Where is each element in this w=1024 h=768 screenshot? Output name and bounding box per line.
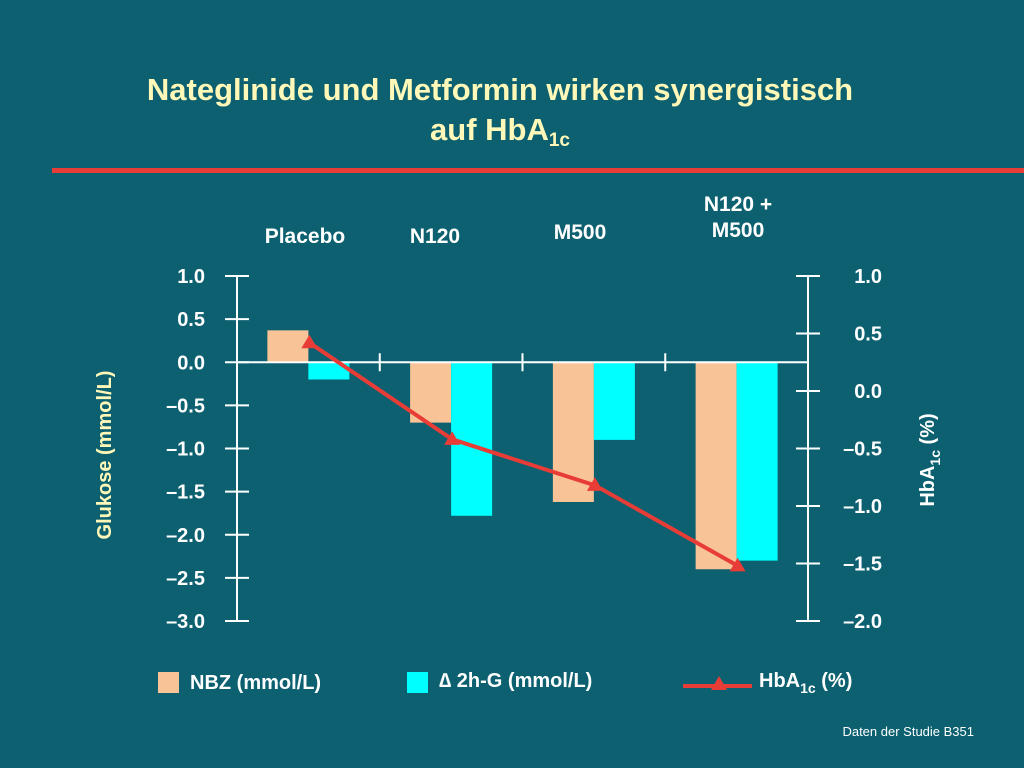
title-line-1: Nateglinide und Metformin wirken synergi… — [146, 72, 854, 107]
bar-nbz-4 — [695, 362, 737, 570]
labels-layer: 1.0 0.5 0.0 –0.5 –1.0 –1.5 –2.0 –2.5 –3.0 1.0 0.5 0… — [94, 193, 943, 633]
bar-nbz-2 — [410, 362, 452, 423]
bar-g2h-1 — [308, 362, 350, 380]
hba1c-line — [308, 341, 739, 568]
legend-label-g2h: ∆ 2h-G (mmol/L) — [439, 670, 592, 692]
category-label-line-2-1: N120 — [410, 225, 460, 248]
legend-label-hba1c: HbA1c (%) — [759, 670, 852, 696]
y-left-axis-title: Glukose (mmol/L) — [94, 371, 116, 540]
legend-label-hba1c-suffix: (%) — [816, 670, 853, 692]
bar-g2h-2 — [451, 362, 493, 516]
y-left-tick-label-5: –1.5 — [166, 482, 205, 504]
y-right-tick-label-5: –1.5 — [843, 554, 882, 576]
y-right-tick-label-0: 1.0 — [854, 266, 882, 288]
title-divider — [52, 168, 1024, 173]
y-left-tick-label-1: 0.5 — [177, 309, 205, 331]
y-right-tick-label-2: 0.0 — [854, 381, 882, 403]
hba1c-marker-3 — [586, 477, 603, 491]
hba1c-marker-4 — [729, 557, 746, 572]
bar-g2h-4 — [736, 362, 778, 561]
y-right-axis-title: HbA1c (%) — [917, 413, 943, 506]
legend-label-hba1c-main: HbA — [759, 670, 800, 692]
y-left-tick-label-4: –1.0 — [166, 439, 205, 461]
legend-swatch-g2h — [407, 672, 428, 693]
bar-g2h-3 — [593, 362, 635, 440]
y-right-tick-label-4: –1.0 — [843, 496, 882, 518]
chart-title: Nateglinide und Metformin wirken synergi… — [0, 70, 1000, 150]
hba1c-marker-2 — [444, 431, 461, 445]
axes-layer — [225, 275, 820, 622]
y-right-title-sub: 1c — [927, 450, 943, 466]
category-label-line-4-1: N120 + — [704, 193, 772, 216]
y-left-tick-label-6: –2.0 — [166, 525, 205, 547]
bars-layer — [267, 330, 778, 570]
y-right-title-suffix: (%) — [917, 413, 939, 450]
category-label-1: Placebo — [265, 225, 346, 248]
title-line-2: auf HbA1c — [0, 110, 1000, 150]
y-right-tick-label-6: –2.0 — [843, 611, 882, 633]
legend-label-nbz: NBZ (mmol/L) — [190, 672, 321, 694]
category-label-line-3-1: M500 — [554, 221, 607, 244]
category-label-3: M500 — [554, 221, 607, 244]
y-right-title-main: HbA — [917, 466, 939, 507]
y-right-tick-label-3: –0.5 — [843, 439, 882, 461]
category-label-line-4-2: M500 — [712, 219, 765, 242]
hba1c-line-layer — [301, 334, 746, 572]
y-left-tick-label-3: –0.5 — [166, 395, 205, 417]
category-label-line-1-1: Placebo — [265, 225, 346, 248]
y-left-tick-label-2: 0.0 — [177, 352, 205, 374]
source-note: Daten der Studie B351 — [842, 724, 974, 739]
category-label-2: N120 — [410, 225, 460, 248]
y-right-tick-label-1: 0.5 — [854, 324, 882, 346]
legend-swatch-nbz — [158, 672, 179, 693]
y-left-tick-label-0: 1.0 — [177, 266, 205, 288]
legend-layer: NBZ (mmol/L) ∆ 2h-G (mmol/L) HbA1c (%) — [158, 670, 852, 696]
title-line-2-sub: 1c — [548, 130, 570, 151]
category-label-4: N120 + M500 — [704, 193, 772, 242]
legend-label-hba1c-sub: 1c — [800, 680, 816, 696]
legend-marker-hba1c — [711, 676, 727, 690]
title-line-2-text: auf HbA — [430, 112, 549, 147]
hba1c-marker-1 — [301, 334, 318, 349]
bar-nbz-1 — [267, 330, 309, 363]
y-left-tick-label-8: –3.0 — [166, 611, 205, 633]
y-left-tick-label-7: –2.5 — [166, 568, 205, 590]
